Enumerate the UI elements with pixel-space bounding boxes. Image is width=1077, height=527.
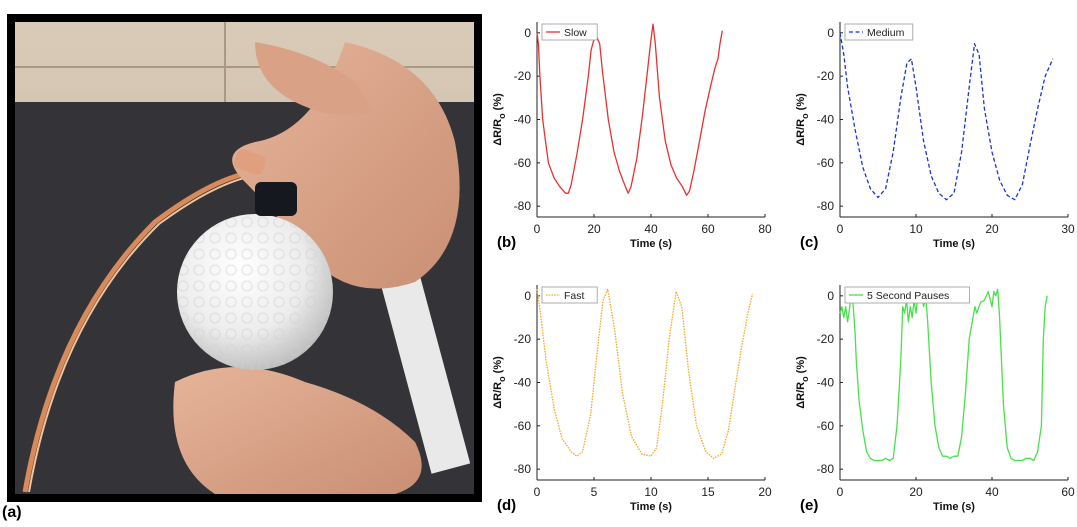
x-tick-label: 40 xyxy=(985,485,999,499)
x-axis-label: Time (s) xyxy=(630,238,672,250)
series-line xyxy=(839,288,1048,462)
legend-label: Medium xyxy=(867,27,905,39)
panel-a-label: (a) xyxy=(2,504,22,521)
photo-frame xyxy=(7,14,482,502)
chart-panel: 0 5 10 15 20 0 -20 -40 -60 -80 Time (s) ΔR/Ro (%) (d… xyxy=(492,285,772,514)
x-tick-label: 40 xyxy=(644,222,658,236)
x-axis-label: Time (s) xyxy=(630,501,672,513)
x-tick-label: 10 xyxy=(644,485,658,499)
y-tick-label: -20 xyxy=(514,332,532,346)
legend-box xyxy=(844,23,914,41)
chart-panel: 0 20 40 60 80 0 -20 -40 -60 -80 Time (s) ΔR/Ro (%) (… xyxy=(492,22,772,251)
panel-label: (c) xyxy=(800,234,818,251)
panel-label: (b) xyxy=(497,234,516,251)
y-tick-label: -80 xyxy=(817,462,835,476)
y-axis-label: ΔR/Ro (%) xyxy=(492,93,507,146)
legend-label: 5 Second Pauses xyxy=(867,290,949,302)
y-tick-label: -40 xyxy=(817,113,835,127)
series-line xyxy=(536,288,754,459)
x-tick-label: 20 xyxy=(985,222,999,236)
x-tick-label: 0 xyxy=(837,485,844,499)
x-tick-label: 60 xyxy=(1061,485,1075,499)
y-tick-label: -80 xyxy=(514,199,532,213)
y-tick-label: -20 xyxy=(817,69,835,83)
golf-ball-sensor-photo xyxy=(15,22,474,494)
x-tick-label: 0 xyxy=(837,222,844,236)
series-line xyxy=(839,32,1054,201)
y-tick-label: -60 xyxy=(514,156,532,170)
x-axis-label: Time (s) xyxy=(933,501,975,513)
y-tick-label: 0 xyxy=(524,289,531,303)
x-tick-label: 60 xyxy=(701,222,715,236)
y-tick-label: -80 xyxy=(817,199,835,213)
panel-label: (e) xyxy=(800,497,818,514)
x-tick-label: 20 xyxy=(909,485,923,499)
y-axis-label: ΔR/Ro (%) xyxy=(795,93,810,146)
x-tick-label: 5 xyxy=(591,485,598,499)
y-tick-label: -40 xyxy=(817,376,835,390)
x-tick-label: 15 xyxy=(701,485,715,499)
y-tick-label: 0 xyxy=(827,289,834,303)
y-axis-label: ΔR/Ro (%) xyxy=(795,356,810,409)
y-tick-label: 0 xyxy=(524,26,531,40)
x-tick-label: 20 xyxy=(758,485,772,499)
chart-panel: 0 10 20 30 0 -20 -40 -60 -80 Time (s) ΔR/Ro (%) (c)… xyxy=(795,22,1075,251)
panel-label: (d) xyxy=(497,497,516,514)
chart-panel: 0 20 40 60 0 -20 -40 -60 -80 Time (s) ΔR/Ro (%) (e)… xyxy=(795,285,1075,514)
y-axis-label: ΔR/Ro (%) xyxy=(492,356,507,409)
x-tick-label: 80 xyxy=(758,222,772,236)
x-tick-label: 20 xyxy=(587,222,601,236)
black-sensor-cap xyxy=(255,182,297,216)
x-tick-label: 0 xyxy=(534,222,541,236)
y-tick-label: -80 xyxy=(514,462,532,476)
x-tick-label: 10 xyxy=(909,222,923,236)
y-tick-label: -40 xyxy=(514,376,532,390)
hand-thumb xyxy=(173,367,422,494)
white-strip xyxy=(379,270,471,474)
y-tick-label: -20 xyxy=(514,69,532,83)
y-tick-label: -60 xyxy=(817,419,835,433)
x-tick-label: 30 xyxy=(1061,222,1075,236)
y-tick-label: -60 xyxy=(514,419,532,433)
y-tick-label: 0 xyxy=(827,26,834,40)
legend-label: Fast xyxy=(564,290,585,302)
y-tick-label: -20 xyxy=(817,332,835,346)
copper-lead-wire xyxy=(22,169,256,493)
legend-box xyxy=(844,286,970,304)
legend-box xyxy=(541,23,598,41)
series-line xyxy=(536,23,723,196)
y-tick-label: -40 xyxy=(514,113,532,127)
x-axis-label: Time (s) xyxy=(933,238,975,250)
y-tick-label: -60 xyxy=(817,156,835,170)
legend-label: Slow xyxy=(564,27,587,39)
photo-illustration xyxy=(15,22,474,494)
x-tick-label: 0 xyxy=(534,485,541,499)
legend-box xyxy=(541,286,598,304)
